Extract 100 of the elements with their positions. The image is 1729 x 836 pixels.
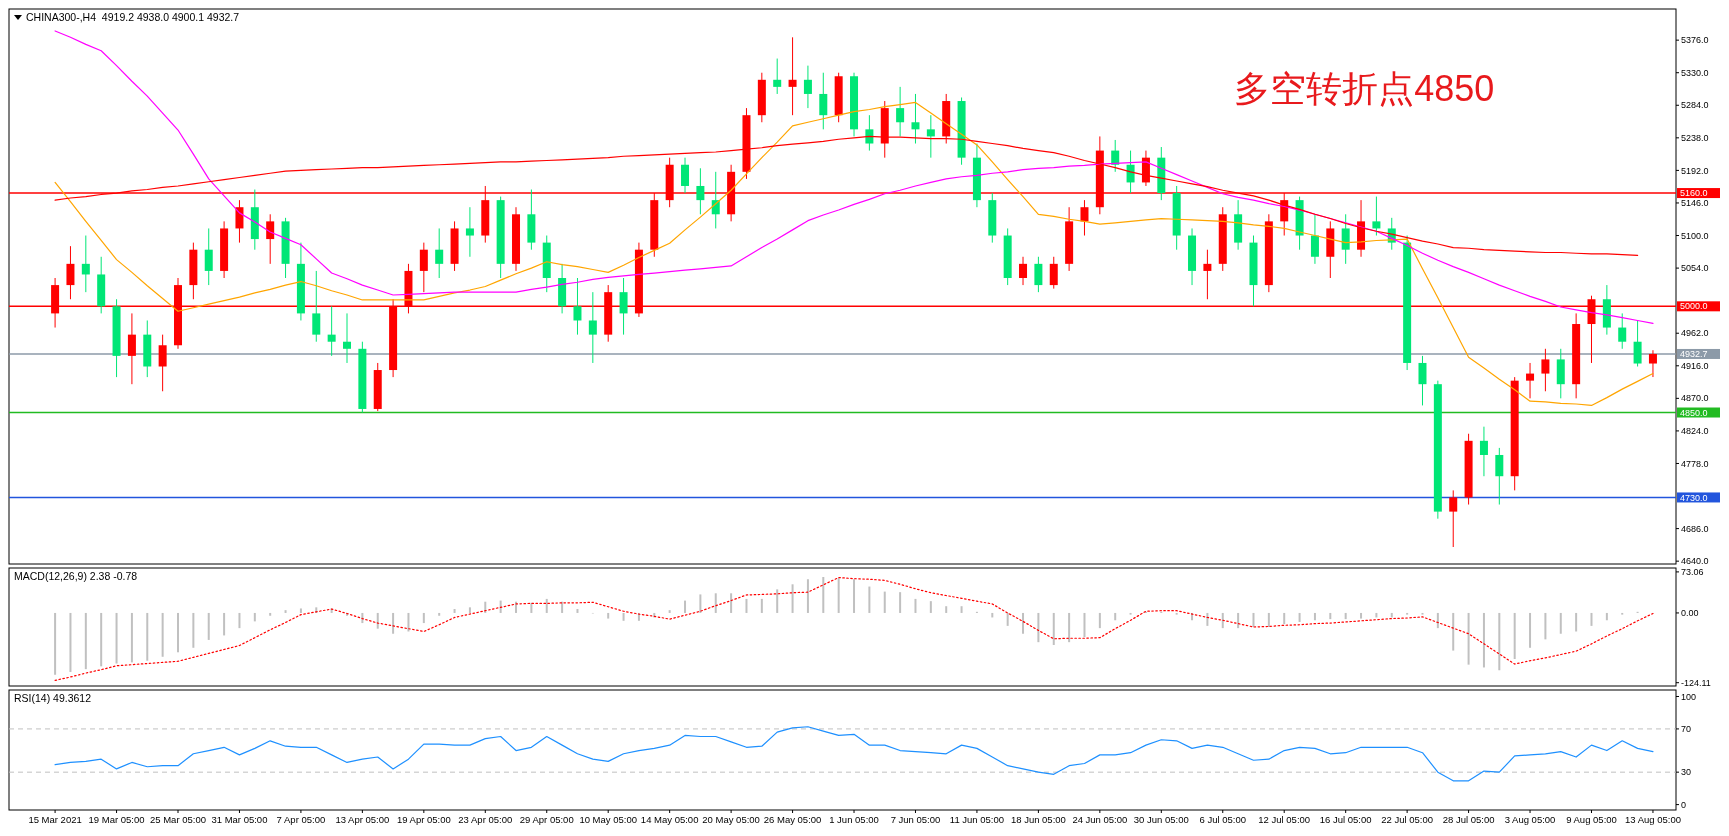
- bar: [1237, 612, 1240, 629]
- y-tick-label: 4686.0: [1681, 523, 1709, 534]
- line-series: [54, 726, 1654, 782]
- candlestick: [327, 305, 336, 357]
- y-tick-label: 4778.0: [1681, 458, 1709, 469]
- y-tick-label: 4916.0: [1681, 360, 1709, 371]
- bar: [1221, 612, 1224, 629]
- candlestick: [573, 277, 582, 336]
- bar: [1498, 612, 1501, 671]
- bar: [1529, 612, 1532, 648]
- bar: [883, 591, 886, 613]
- x-tick-label: 22 Jul 05:00: [1381, 814, 1434, 825]
- candlestick: [681, 157, 690, 194]
- bar: [899, 592, 902, 613]
- bar: [1267, 612, 1270, 627]
- bar: [745, 598, 748, 613]
- y-tick-label: 30: [1681, 767, 1692, 778]
- y-tick-label: 4640.0: [1681, 556, 1709, 567]
- bar: [1052, 612, 1055, 645]
- candlestick: [1111, 139, 1120, 173]
- x-tick-label: 7 Jun 05:00: [890, 814, 941, 825]
- x-tick-label: 20 May 05:00: [702, 814, 760, 825]
- ref-line-label: 5160.0: [1680, 188, 1708, 199]
- y-tick-label: -124.11: [1681, 677, 1711, 688]
- candlestick: [788, 36, 797, 116]
- bar: [1360, 612, 1363, 619]
- bar: [284, 610, 287, 613]
- bar: [914, 598, 917, 613]
- bar: [1037, 612, 1040, 643]
- ref-line-label: 4730.0: [1680, 492, 1708, 503]
- bar: [177, 612, 180, 653]
- bar: [269, 612, 272, 616]
- bar: [561, 601, 564, 613]
- x-tick-label: 19 Apr 05:00: [396, 814, 451, 825]
- bar: [791, 584, 794, 613]
- candlestick: [1648, 349, 1657, 378]
- bar: [776, 589, 779, 613]
- bar: [238, 612, 241, 629]
- candlestick: [435, 227, 444, 279]
- bar: [146, 612, 149, 661]
- bar: [1513, 612, 1516, 660]
- bar: [1313, 612, 1316, 621]
- x-tick-label: 23 Apr 05:00: [458, 814, 513, 825]
- x-tick-label: 25 Mar 05:00: [150, 814, 206, 825]
- candlestick: [1080, 199, 1089, 237]
- bar: [530, 602, 533, 613]
- candlestick: [312, 270, 321, 343]
- bar: [84, 612, 87, 670]
- bar: [1482, 612, 1485, 668]
- candlestick: [696, 167, 705, 215]
- bar: [1590, 612, 1593, 626]
- candlestick: [1418, 355, 1427, 406]
- bar: [453, 609, 456, 613]
- y-tick-label: 70: [1681, 724, 1692, 735]
- bar: [1206, 612, 1209, 626]
- ref-line-label: 4850.0: [1680, 407, 1708, 418]
- bar: [1605, 612, 1608, 621]
- candlestick: [1633, 319, 1642, 367]
- x-tick-label: 6 Jul 05:00: [1199, 814, 1246, 825]
- chart-title: RSI(14) 49.3612: [14, 692, 92, 704]
- x-tick-label: 12 Jul 05:00: [1258, 814, 1311, 825]
- y-tick-label: 100: [1681, 691, 1697, 702]
- bar: [1452, 612, 1455, 651]
- bar: [192, 612, 195, 648]
- bar: [837, 578, 840, 613]
- annotation: 多空转折点4850: [1234, 68, 1495, 109]
- candlestick: [911, 93, 920, 144]
- bar: [668, 610, 671, 613]
- x-tick-label: 14 May 05:00: [640, 814, 699, 825]
- x-tick-label: 19 Mar 05:00: [88, 814, 145, 825]
- bar: [69, 612, 72, 672]
- bar: [1283, 612, 1286, 625]
- x-tick-label: 18 Jun 05:00: [1010, 814, 1066, 825]
- candlestick: [926, 114, 935, 159]
- bar: [1022, 612, 1025, 634]
- x-tick-label: 11 Jun 05:00: [949, 814, 1005, 825]
- candlestick: [1526, 362, 1535, 399]
- candlestick: [1495, 447, 1504, 506]
- bar: [1083, 612, 1086, 638]
- bar: [484, 601, 487, 613]
- bar: [699, 594, 702, 613]
- candlestick: [235, 199, 244, 244]
- y-tick-label: 5284.0: [1681, 100, 1709, 111]
- ref-line-label: 4932.7: [1680, 349, 1708, 360]
- ref-line-label: 5000.0: [1680, 301, 1708, 312]
- x-tick-label: 30 Jun 05:00: [1133, 814, 1189, 825]
- bar: [1344, 612, 1347, 620]
- bar: [223, 612, 226, 636]
- candlestick: [266, 213, 275, 265]
- candlestick: [127, 312, 136, 385]
- bar: [1329, 612, 1332, 620]
- bar: [392, 612, 395, 634]
- y-tick-label: 0.00: [1681, 608, 1699, 619]
- bar: [760, 598, 763, 613]
- bar: [1098, 612, 1101, 629]
- y-tick-label: 5238.0: [1681, 132, 1709, 143]
- x-tick-label: 28 Jul 05:00: [1442, 814, 1495, 825]
- y-tick-label: 4870.0: [1681, 393, 1709, 404]
- y-tick-label: 4962.0: [1681, 328, 1709, 339]
- bar: [1575, 612, 1578, 632]
